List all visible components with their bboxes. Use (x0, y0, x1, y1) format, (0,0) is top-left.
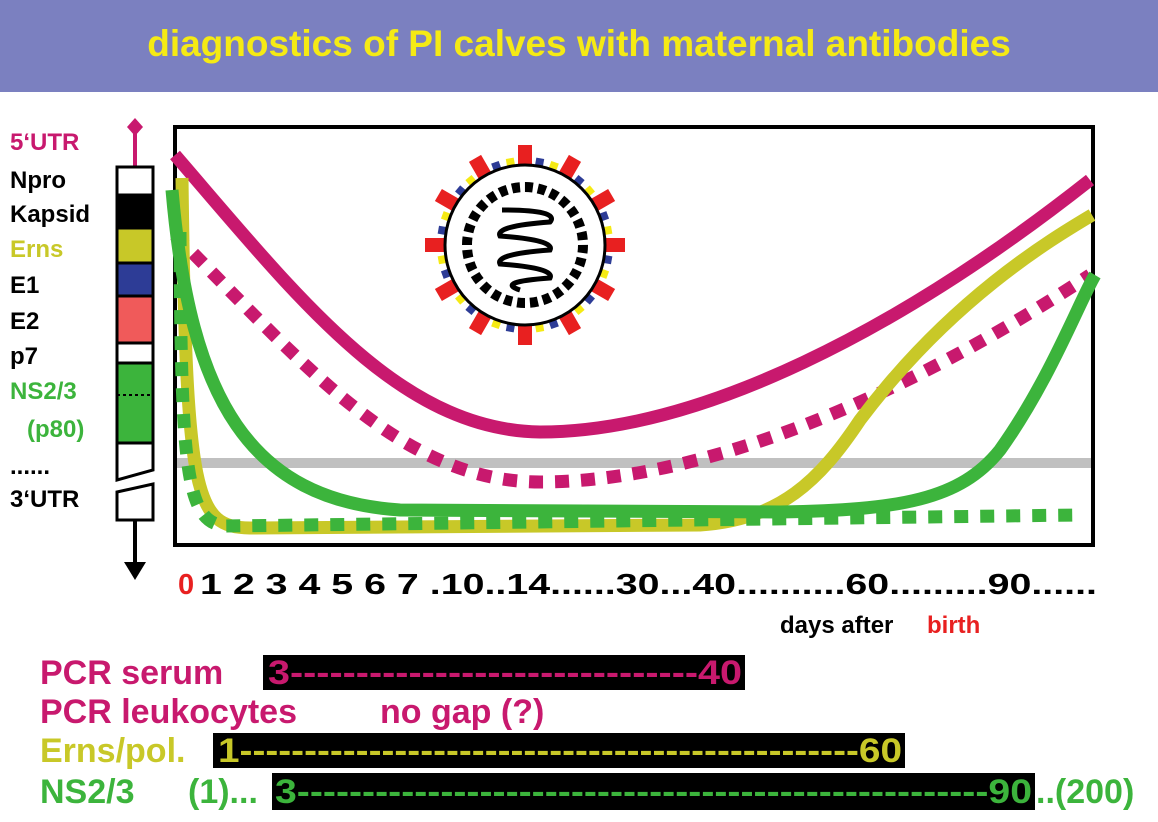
row-prefix: (1)... (188, 773, 258, 811)
genome-label: ...... (10, 453, 50, 480)
genome-label: Kapsid (10, 201, 90, 228)
row-range: 1---------------------------------------… (218, 732, 902, 770)
genome-label: E2 (10, 308, 39, 335)
genome-label: 3‘UTR (10, 486, 79, 513)
x-ticks: 1 2 3 4 5 6 7 .10..14......30...40......… (200, 569, 1097, 601)
x-caption-highlight: birth (927, 612, 980, 639)
row-note: no gap (?) (380, 693, 544, 731)
row-label: Erns/pol. (40, 732, 185, 770)
genome-label: p7 (10, 343, 38, 370)
row-suffix: ..(200) (1036, 773, 1134, 811)
row-range: 3---------------------------------------… (275, 773, 1032, 811)
x-start: 0 (178, 569, 194, 601)
row-bar (213, 733, 905, 768)
genome-label: NS2/3 (10, 378, 77, 405)
virus-icon (425, 145, 625, 345)
curves (165, 150, 1101, 535)
row-bar (272, 773, 1035, 810)
header-band (0, 0, 1158, 92)
row-label: PCR leukocytes (40, 693, 297, 731)
genome-label: Npro (10, 167, 66, 194)
genome-bar (115, 118, 155, 580)
row-label: PCR serum (40, 654, 223, 692)
genome-label: 5‘UTR (10, 129, 79, 156)
capsid (462, 182, 588, 308)
genome-label: E1 (10, 272, 39, 299)
row-bar (263, 655, 745, 690)
title: diagnostics of PI calves with maternal a… (147, 23, 1011, 64)
genome-label: Erns (10, 236, 63, 263)
row-range: 3-------------------------------40 (268, 654, 742, 692)
row-label: NS2/3 (40, 773, 135, 811)
x-caption: days after (780, 612, 893, 639)
genome-coil (497, 207, 554, 293)
genome-label: (p80) (27, 416, 84, 443)
